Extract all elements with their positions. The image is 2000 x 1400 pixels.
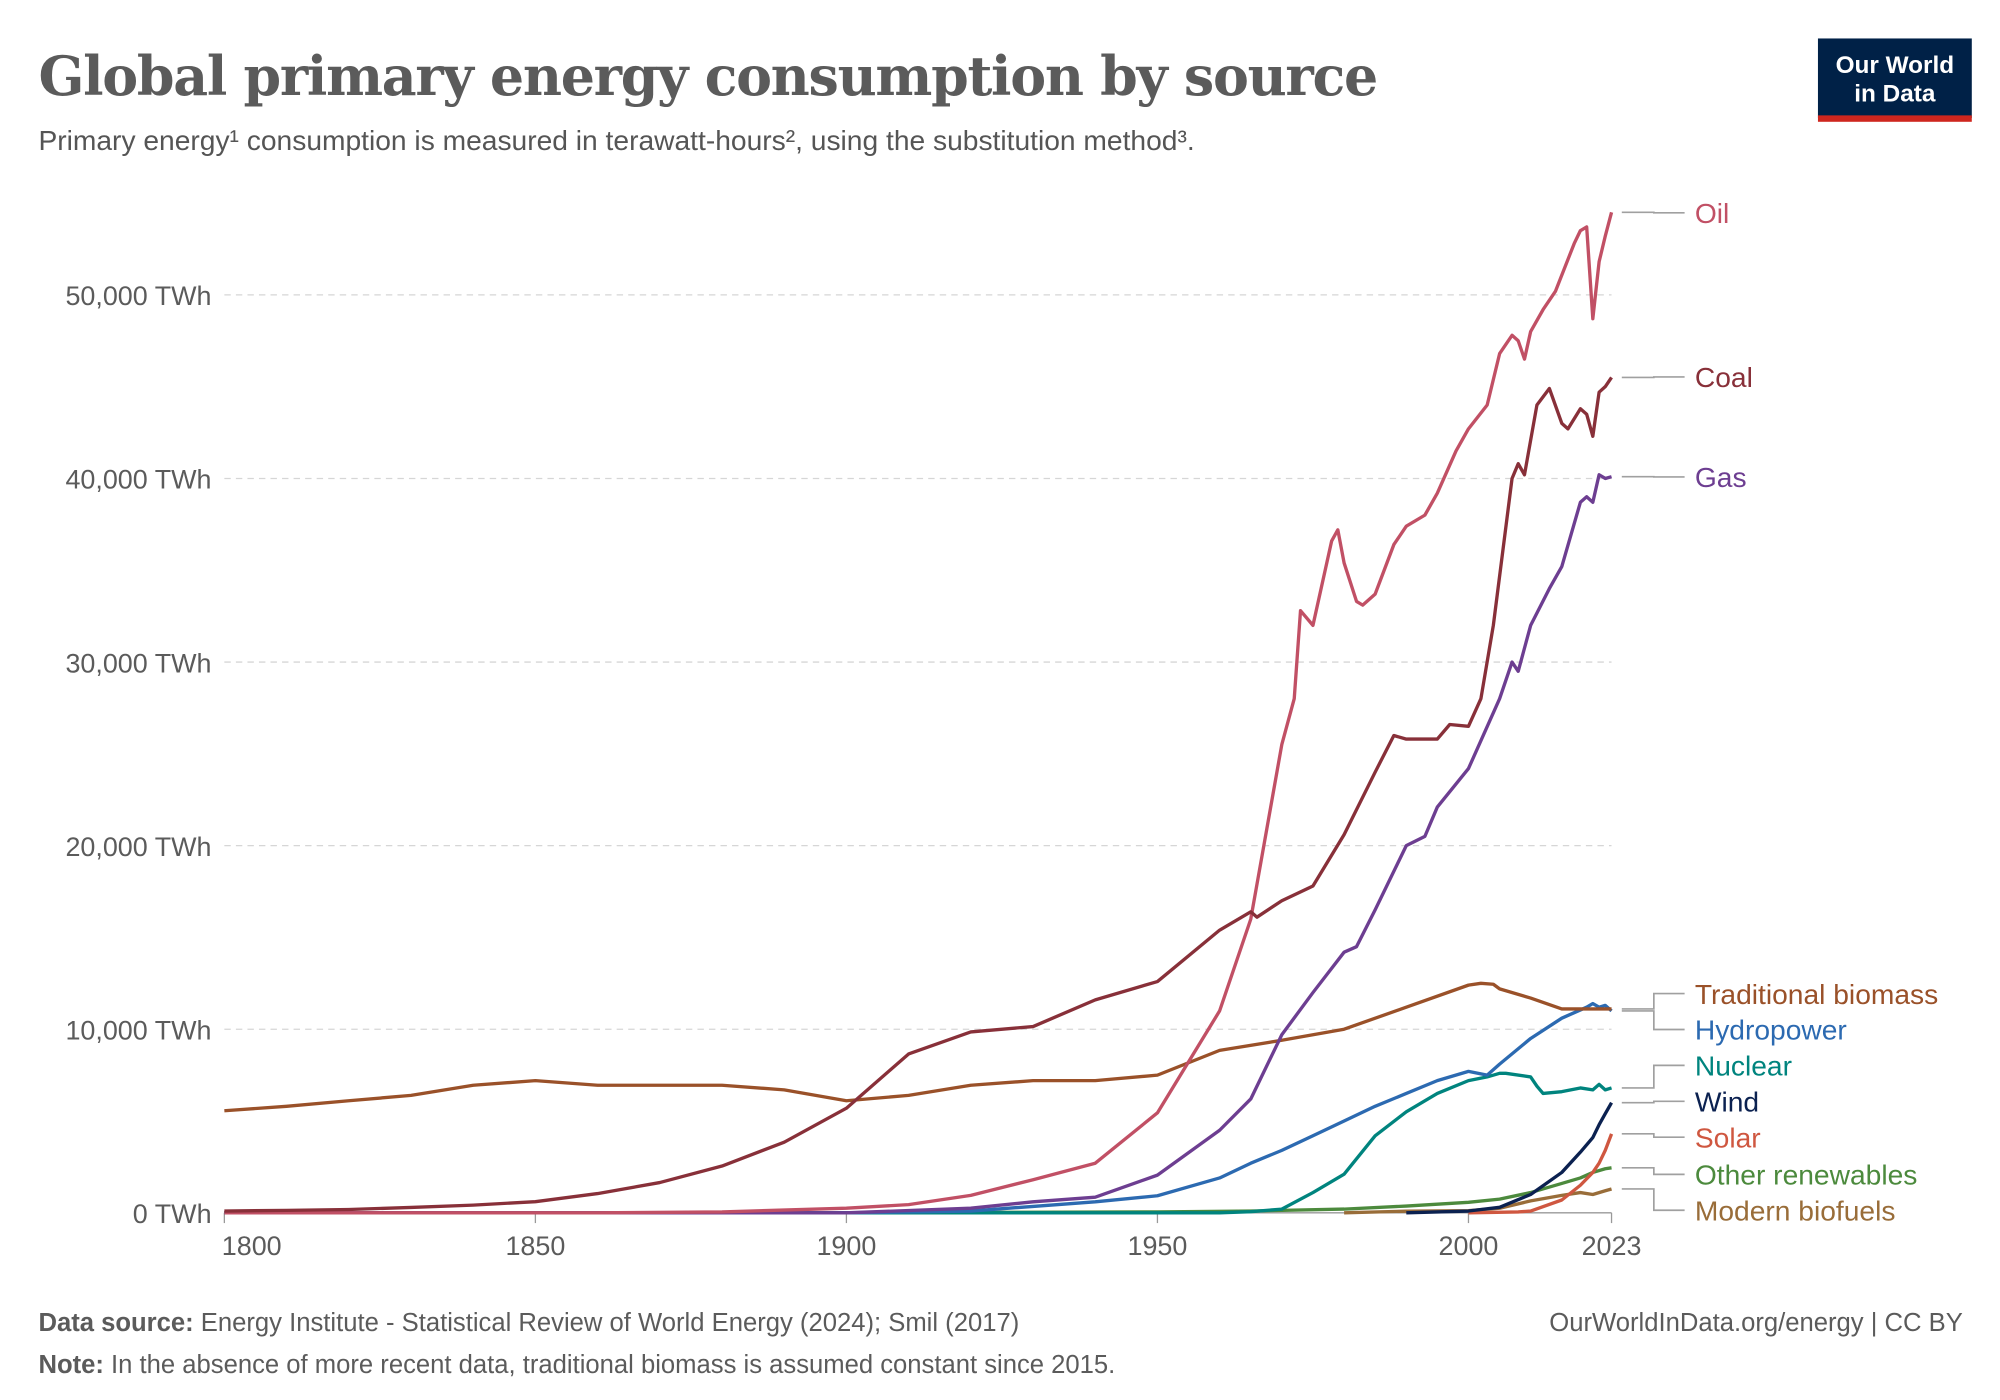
legend-connector	[1621, 1188, 1685, 1212]
x-tick-label: 1950	[1128, 1231, 1188, 1261]
legend: Oil Coal Gas Traditional biomass Hydropower N…	[1621, 197, 1938, 1227]
note-label: Note:	[38, 1351, 103, 1379]
grid	[224, 294, 1612, 1030]
logo-background	[1817, 38, 1972, 118]
y-tick-label: 50,000 TWh	[65, 281, 211, 311]
legend-connector	[1621, 992, 1685, 1010]
legend-label[interactable]: Oil	[1695, 197, 1729, 229]
chart-subtitle: Primary energy¹ consumption is measured …	[38, 124, 1194, 156]
legend-connector	[1621, 1010, 1685, 1031]
data-source-text: Energy Institute - Statistical Review of…	[194, 1309, 1020, 1337]
legend-connector	[1621, 211, 1685, 214]
source-url-link[interactable]: OurWorldInData.org/energy | CC BY	[1549, 1309, 1963, 1337]
logo-text-line2: in Data	[1854, 80, 1936, 107]
series-line-traditional-biomass[interactable]	[224, 981, 1612, 1113]
legend-connector	[1621, 376, 1685, 379]
note: Note: In the absence of more recent data…	[38, 1351, 1115, 1379]
y-tick-label: 0 TWh	[133, 1199, 212, 1229]
x-tick-label: 2000	[1439, 1231, 1499, 1261]
series-lines	[224, 211, 1614, 1215]
data-source: Data source: Energy Institute - Statisti…	[38, 1309, 1019, 1337]
data-source-label: Data source:	[38, 1309, 193, 1337]
legend-label[interactable]: Modern biofuels	[1695, 1195, 1896, 1227]
series-line-oil[interactable]	[224, 211, 1614, 1215]
legend-label[interactable]: Other renewables	[1695, 1159, 1918, 1191]
y-tick-label: 30,000 TWh	[65, 648, 211, 678]
logo-text-line1: Our World	[1836, 52, 1955, 79]
note-text: In the absence of more recent data, trad…	[104, 1351, 1115, 1379]
x-axis: 1800 1850 1900 1950 2000 2023	[222, 1212, 1642, 1261]
y-axis: 0 TWh 10,000 TWh 20,000 TWh 30,000 TWh 40,00…	[65, 281, 211, 1229]
x-tick-label: 1850	[505, 1231, 565, 1261]
legend-connector	[1621, 1166, 1685, 1176]
logo-accent-bar	[1817, 115, 1972, 122]
series-line-solar[interactable]	[1468, 1133, 1614, 1215]
series-line-hydropower[interactable]	[224, 1001, 1613, 1215]
series-line-wind[interactable]	[1406, 1101, 1613, 1215]
legend-label[interactable]: Coal	[1695, 361, 1753, 393]
legend-label[interactable]: Traditional biomass	[1695, 978, 1938, 1010]
y-tick-label: 10,000 TWh	[65, 1015, 211, 1045]
owid-logo[interactable]: Our World in Data	[1817, 38, 1972, 122]
legend-label[interactable]: Gas	[1695, 461, 1747, 493]
x-tick-label: 1900	[816, 1231, 876, 1261]
legend-label[interactable]: Nuclear	[1695, 1050, 1792, 1082]
x-tick-label: 1800	[222, 1231, 282, 1261]
legend-connector	[1621, 1064, 1685, 1089]
series-line-gas[interactable]	[224, 473, 1612, 1215]
legend-label[interactable]: Hydropower	[1695, 1014, 1847, 1046]
y-tick-label: 40,000 TWh	[65, 465, 211, 495]
legend-connector	[1621, 1100, 1685, 1104]
x-tick-label: 2023	[1582, 1231, 1642, 1261]
chart-title: Global primary energy consumption by sou…	[38, 44, 1377, 108]
y-tick-label: 20,000 TWh	[65, 832, 211, 862]
series-line-nuclear[interactable]	[224, 1071, 1613, 1215]
series-line-coal[interactable]	[224, 376, 1613, 1213]
legend-label[interactable]: Wind	[1695, 1086, 1759, 1118]
legend-connector	[1621, 1133, 1685, 1139]
legend-label[interactable]: Solar	[1695, 1121, 1761, 1153]
